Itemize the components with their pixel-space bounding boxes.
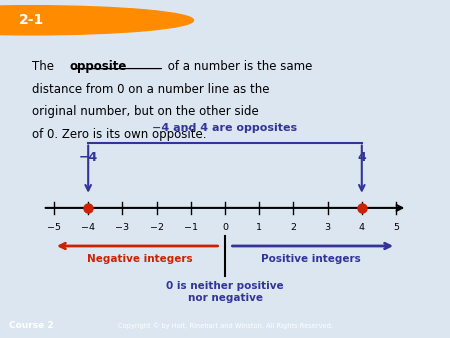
Text: 0 is neither positive
nor negative: 0 is neither positive nor negative <box>166 281 284 303</box>
Text: 2-1: 2-1 <box>19 13 44 27</box>
Text: 0: 0 <box>222 223 228 232</box>
Text: Negative integers: Negative integers <box>87 254 192 264</box>
Text: opposite: opposite <box>70 59 127 73</box>
Text: −4: −4 <box>81 223 95 232</box>
Text: distance from 0 on a number line as the: distance from 0 on a number line as the <box>32 83 269 96</box>
Text: 4: 4 <box>359 223 365 232</box>
Text: Copyright © by Holt, Rinehart and Winston. All Rights Reserved.: Copyright © by Holt, Rinehart and Winsto… <box>117 322 333 329</box>
Text: Positive integers: Positive integers <box>261 254 360 264</box>
Text: −4 and 4 are opposites: −4 and 4 are opposites <box>153 123 297 133</box>
Text: 1: 1 <box>256 223 262 232</box>
Text: Course 2: Course 2 <box>9 321 54 330</box>
Text: 5: 5 <box>393 223 399 232</box>
Circle shape <box>0 6 194 35</box>
Text: of a number is the same: of a number is the same <box>164 59 313 73</box>
Text: of 0. Zero is its own opposite.: of 0. Zero is its own opposite. <box>32 128 206 141</box>
Text: 3: 3 <box>324 223 331 232</box>
Text: −3: −3 <box>115 223 130 232</box>
Text: −5: −5 <box>47 223 61 232</box>
Text: −2: −2 <box>149 223 164 232</box>
Text: 4: 4 <box>357 151 366 164</box>
Text: The: The <box>32 59 57 73</box>
Text: −1: −1 <box>184 223 198 232</box>
Text: −4: −4 <box>79 151 98 164</box>
Text: 2: 2 <box>290 223 297 232</box>
Text: Integers: Integers <box>76 11 161 29</box>
Text: original number, but on the other side: original number, but on the other side <box>32 105 258 118</box>
